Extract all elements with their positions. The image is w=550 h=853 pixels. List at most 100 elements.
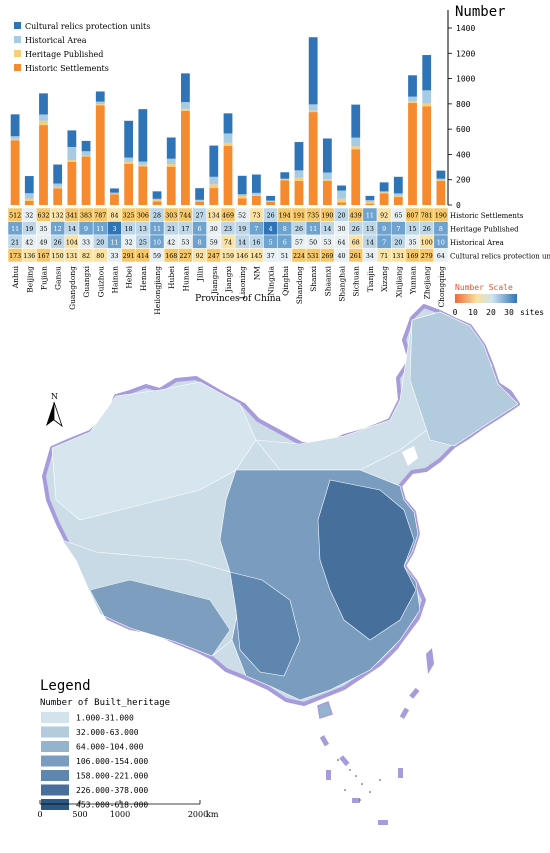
bar-segment — [167, 137, 176, 158]
table-value: 37 — [267, 253, 275, 260]
table-value: 194 — [279, 212, 291, 219]
bar-segment — [167, 164, 176, 167]
bar-segment — [82, 155, 91, 156]
table-value: 64 — [437, 253, 445, 260]
table-value: 224 — [293, 253, 305, 260]
bar-segment — [39, 125, 48, 205]
table-value: 469 — [222, 212, 234, 219]
map-legend-swatch — [41, 727, 69, 738]
bar-segment — [394, 197, 403, 205]
bar-segment — [153, 201, 162, 205]
bar-segment — [366, 196, 375, 200]
bar-segment — [53, 184, 62, 187]
x-tick-label: Chongqing — [437, 266, 446, 308]
table-value: 8 — [198, 239, 202, 246]
table-value: 787 — [94, 212, 106, 219]
x-tick-label: Henan — [139, 266, 148, 291]
table-value: 173 — [9, 253, 21, 260]
bar-segment — [422, 103, 431, 106]
bar-segment — [124, 121, 133, 158]
bar-segment — [252, 193, 261, 195]
table-value: 10 — [437, 239, 445, 246]
chart-legend: Cultural relics protection unitsHistoric… — [14, 22, 150, 73]
bar-segment — [295, 142, 304, 170]
bar-segment — [337, 202, 346, 205]
south-china-sea-islands — [337, 759, 381, 801]
table-value: 80 — [96, 253, 104, 260]
table-value: 7 — [382, 239, 386, 246]
table-value: 20 — [338, 212, 346, 219]
y-tick-label: 600 — [456, 125, 471, 134]
bar-segment — [138, 166, 147, 205]
table-value: 261 — [350, 253, 362, 260]
x-tick-label: Hainan — [110, 266, 119, 294]
table-value: 341 — [66, 212, 78, 219]
bar-segment — [366, 200, 375, 202]
bar-segment — [124, 162, 133, 164]
bar-segment — [138, 109, 147, 161]
table-value: 20 — [96, 239, 104, 246]
y-tick-label: 200 — [456, 176, 471, 185]
table-value: 14 — [238, 239, 246, 246]
table-value: 169 — [407, 253, 419, 260]
x-tick-label: Guizhou — [96, 266, 105, 298]
bar-segment — [408, 97, 417, 101]
table-value: 744 — [179, 212, 191, 219]
table-value: 190 — [435, 212, 447, 219]
table-value: 74 — [224, 239, 232, 246]
x-tick-label: Qinghai — [281, 265, 290, 295]
table-value: 84 — [110, 212, 118, 219]
table-value: 131 — [66, 253, 78, 260]
table-value: 17 — [181, 226, 189, 233]
bar-segment — [408, 103, 417, 205]
bar-segment — [266, 201, 275, 202]
number-scale-tick: 20 — [486, 308, 496, 317]
bar-segment — [195, 202, 204, 205]
table-value: 53 — [323, 239, 331, 246]
bar-segment — [366, 204, 375, 205]
bar-segment — [195, 188, 204, 200]
x-tick-label: Shanghai — [338, 265, 347, 301]
table-value: 57 — [295, 239, 303, 246]
table-value: 414 — [137, 253, 149, 260]
table-value: 735 — [307, 212, 319, 219]
x-tick-label: Guangxi — [82, 265, 91, 297]
legend-swatch — [14, 64, 21, 71]
bar-segment — [39, 121, 48, 125]
bar-segment — [408, 101, 417, 103]
bar-segment — [266, 201, 275, 202]
legend-swatch — [14, 50, 21, 57]
bar-segment — [408, 75, 417, 96]
bar-segment — [53, 188, 62, 205]
north-arrow-right — [54, 402, 62, 426]
bar-segment — [110, 194, 119, 205]
table-value: 325 — [123, 212, 135, 219]
bar-segment — [238, 176, 247, 194]
bar-segment — [295, 178, 304, 181]
table-value: 5 — [269, 239, 273, 246]
table-value: 42 — [25, 239, 33, 246]
table-value: 7 — [254, 226, 258, 233]
bar-segment — [195, 200, 204, 201]
table-value: 32 — [125, 239, 133, 246]
bar-segment — [224, 146, 233, 205]
x-tick-label: Guangdong — [68, 266, 77, 310]
table-value: 26 — [352, 226, 360, 233]
bar-segment — [351, 105, 360, 138]
table-value: 53 — [181, 239, 189, 246]
table-row-label: Historical Area — [450, 239, 504, 247]
bar-segment — [96, 106, 105, 205]
bar-segment — [153, 191, 162, 198]
table-value: 247 — [208, 253, 220, 260]
x-tick-label: Jiangxi — [224, 265, 233, 293]
legend-label: Heritage Published — [25, 50, 103, 59]
hainan — [318, 702, 332, 718]
table-value: 306 — [137, 212, 149, 219]
table-value: 34 — [366, 253, 374, 260]
table-value: 136 — [23, 253, 35, 260]
table-value: 21 — [11, 239, 19, 246]
map-legend-label: 453.000-618.000 — [76, 801, 148, 810]
bar-segment — [181, 111, 190, 205]
